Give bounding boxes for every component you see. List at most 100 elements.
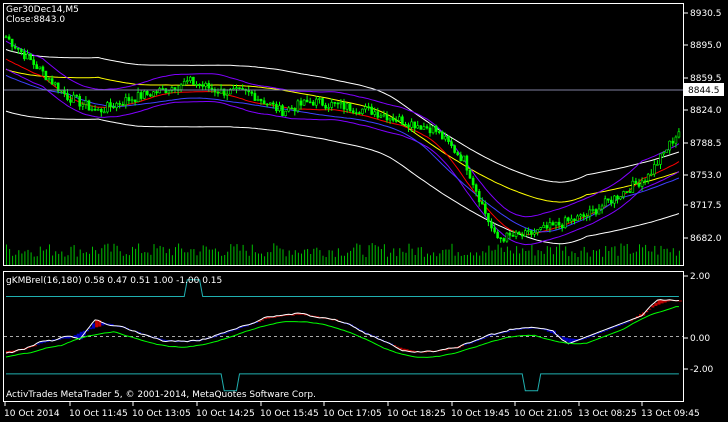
candle-body [440,131,444,140]
candle-body [548,222,552,229]
volume-bar [436,256,438,265]
volume-bar [479,255,481,265]
histogram-fill [61,337,65,339]
candle-body [256,99,260,101]
volume-bar [396,256,398,265]
candle-body [508,232,512,236]
histogram-fill [546,329,550,332]
candle-body [382,114,386,117]
volume-bar [251,244,253,265]
volume-bar [107,243,109,265]
candle-body [474,184,478,192]
volume-bar [73,245,75,265]
candle-body [259,99,263,102]
candle-body [397,116,401,122]
volume-bar [344,255,345,265]
volume-bar [516,246,518,265]
candle-body [465,155,469,171]
candle-body [56,82,60,92]
histogram-fill [156,337,160,339]
candle-body [311,101,315,106]
candle-body [229,89,232,95]
candle-body [379,115,383,118]
volume-bar [162,247,164,265]
candle-body [198,84,201,86]
volume-bar [565,246,567,265]
candle-body [50,78,54,85]
histogram-fill [359,329,363,331]
histogram-fill [611,327,615,329]
histogram-fill [258,320,262,322]
price-tick: 8859.5 [690,74,722,84]
volume-bar [580,250,582,265]
volume-bar [457,252,459,265]
volume-bar [519,253,521,265]
candle-body [404,124,407,126]
histogram-fill [466,343,470,345]
candle-body [628,191,632,193]
histogram-fill [85,329,89,332]
candle-body [216,91,220,94]
candle-body [210,87,214,90]
candle-body [232,88,235,90]
indicator-axis: 2.00 0.00 -2.00 [683,272,714,375]
volume-bar [660,245,662,265]
volume-bar [482,251,484,265]
volume-bar [64,256,66,265]
candle-body [321,98,324,106]
candle-body [342,102,346,110]
volume-bar [460,255,462,265]
volume-bar [245,250,247,265]
candle-body [450,141,453,146]
histogram-fill [565,337,569,342]
volume-bar [294,250,296,265]
volume-bar [353,247,355,265]
candle-body [444,136,447,140]
candle-body [281,105,284,116]
histogram-fill [214,335,218,337]
candle-body [250,91,254,94]
volume-bar [503,252,505,265]
main-chart-frame[interactable] [3,3,684,266]
candle-body [23,51,26,60]
histogram-fill [73,335,77,338]
candle-body [13,46,17,49]
candle-body [32,59,36,65]
histogram-fill [224,332,228,334]
price-chart[interactable] [4,34,681,265]
histogram-fill [470,342,474,344]
volume-bar [230,244,232,265]
volume-bar [132,246,133,265]
candle-body [87,100,91,111]
histogram-fill [571,338,575,343]
candle-body [152,91,155,97]
volume-bar [9,249,11,265]
histogram-fill [30,345,34,347]
volume-bar [254,252,256,265]
volume-bar [417,247,419,265]
histogram-fill [58,338,62,340]
candle-body [72,94,75,103]
volume-bar [6,244,7,265]
candle-body [560,224,564,229]
histogram-fill [411,350,415,352]
candle-body [164,88,168,93]
volume-bar [571,251,573,265]
indicator-chart[interactable] [4,279,683,392]
volume-bar [380,249,382,265]
candle-body [622,191,625,197]
volume-bar [27,249,29,265]
candle-body [570,218,573,222]
volume-bar [316,247,318,265]
volume-bar [279,248,281,265]
volume-bar [202,245,204,265]
time-tick: 10 Oct 11:45 [69,409,128,419]
volume-bar [21,253,23,265]
volume-bar [110,251,112,265]
candle-body [585,215,589,218]
volume-bar [33,256,35,265]
price-tick: 8788.5 [690,139,722,149]
indicator-tick: -2.00 [690,365,714,375]
volume-bar [135,248,137,265]
